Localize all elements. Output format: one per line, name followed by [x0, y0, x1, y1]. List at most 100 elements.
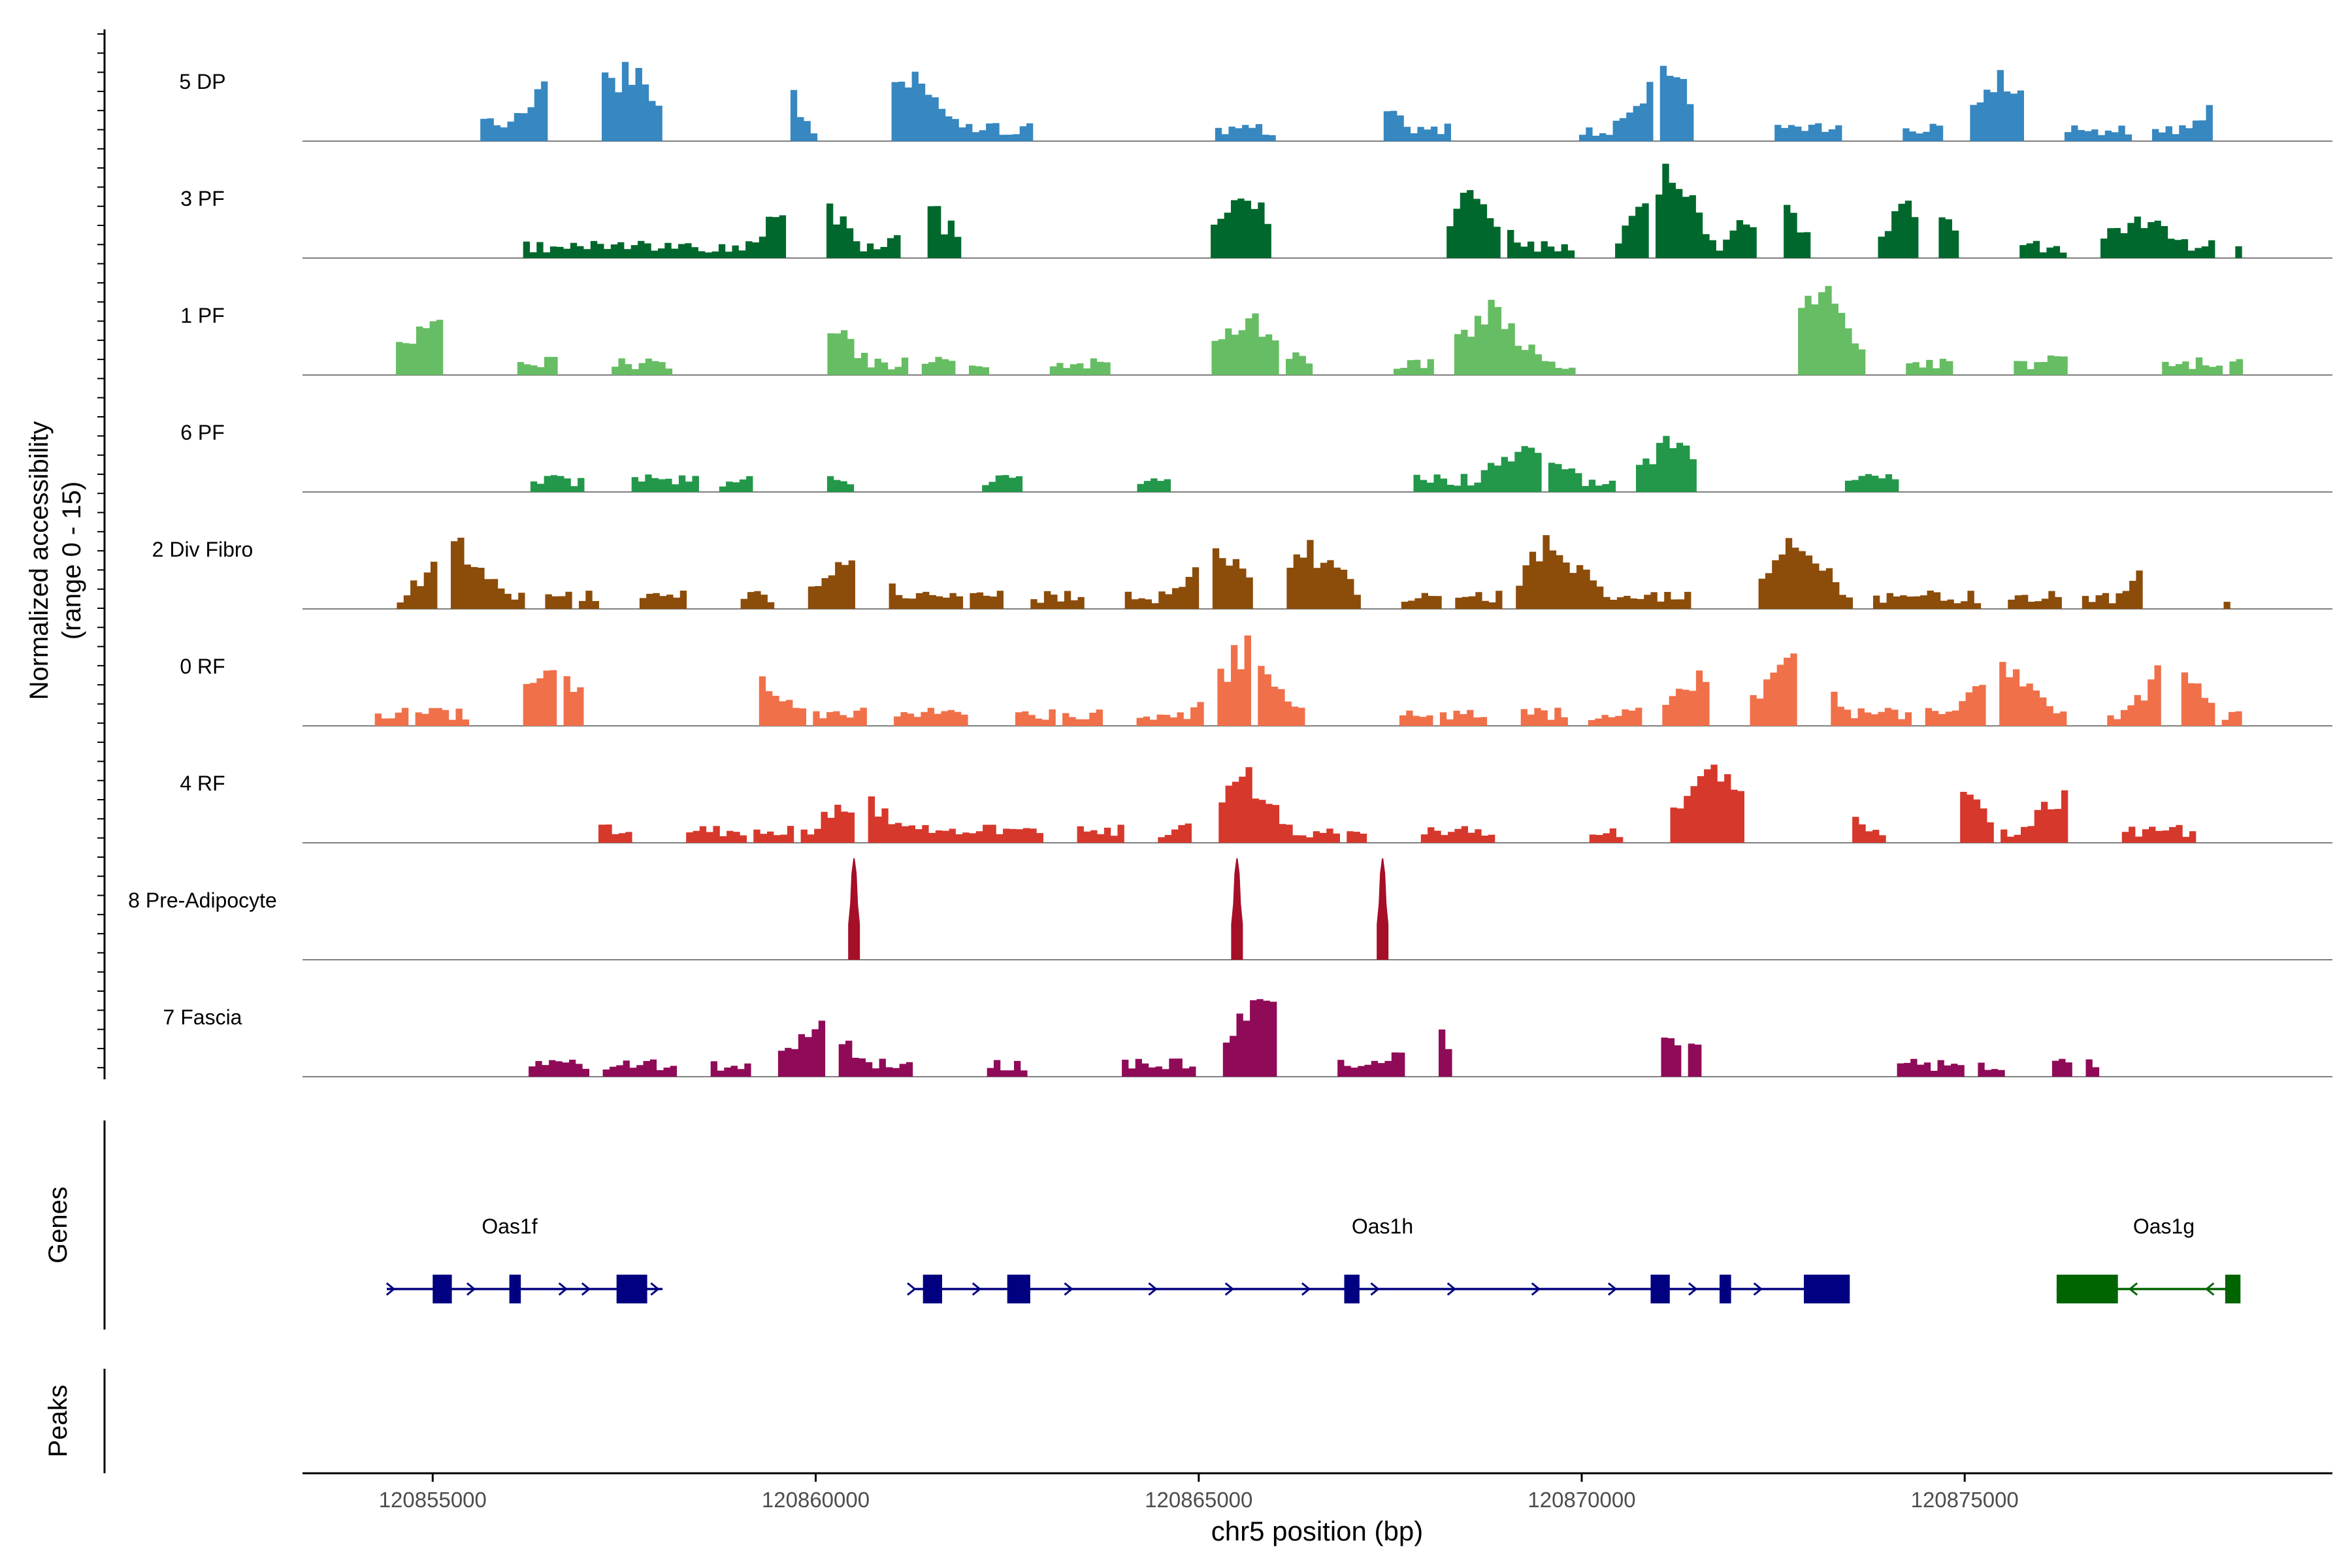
gene-strand-arrow [558, 1282, 568, 1296]
track-4-rf: 4 RF [180, 764, 2332, 843]
gene-strand-arrow [1688, 1282, 1698, 1296]
coverage-peak [1062, 710, 1103, 726]
coverage-peak [1659, 65, 1694, 141]
coverage-peak [1615, 203, 1649, 258]
coverage-peak [2221, 711, 2242, 726]
coverage-peak [813, 708, 867, 726]
coverage-peak [639, 591, 687, 609]
track-0-rf: 0 RF [180, 635, 2332, 727]
coverage-peak [397, 561, 438, 609]
coverage-peak [1286, 352, 1313, 375]
coverage-spike [1377, 858, 1389, 960]
coverage-peak [1589, 828, 1624, 843]
coverage-peak [1636, 436, 1697, 492]
coverage-peak [1688, 1043, 1702, 1077]
gene-strand-arrow [1148, 1282, 1158, 1296]
coverage-peak [790, 90, 818, 141]
coverage-peak [1401, 593, 1442, 609]
coverage-peak [1030, 591, 1085, 609]
coverage-peak [1999, 662, 2067, 726]
gene-exon [616, 1275, 647, 1303]
gene-strand-arrow [385, 1282, 396, 1296]
track-label: 3 PF [180, 187, 225, 210]
coverage-peak [927, 206, 962, 258]
track-8-pre-adipocyte: 8 Pre-Adipocyte [128, 858, 2332, 960]
coverage-peak [1439, 1029, 1452, 1077]
coverage-spike [848, 858, 860, 960]
coverage-peak [1520, 708, 1568, 726]
y-axis-title-line2: (range 0 - 15) [57, 482, 86, 640]
coverage-peak [517, 357, 558, 375]
coverage-peak [1878, 201, 1919, 258]
coverage-peak [1831, 691, 1912, 726]
coverage-peak [545, 591, 572, 609]
coverage-peak [2008, 591, 2062, 609]
coverage-peak [826, 476, 855, 492]
coverage-peak [894, 708, 968, 726]
coverage-peak [1784, 204, 1811, 258]
coverage-peak [1903, 123, 1944, 141]
coverage-peak [612, 358, 673, 375]
gene-oas1h: Oas1h [907, 1215, 1850, 1303]
coverage-peak [1137, 478, 1171, 492]
coverage-peak [1906, 359, 1953, 375]
coverage-peak [2229, 359, 2244, 375]
coverage-peak [530, 475, 585, 492]
coverage-peak [1158, 823, 1192, 843]
gene-strand-arrow [1753, 1282, 1763, 1296]
coverage-peak [1337, 1052, 1405, 1077]
coverage-peak [826, 203, 901, 258]
gene-strand-arrow [2205, 1282, 2215, 1296]
coverage-peak [808, 560, 855, 609]
coverage-peak [2235, 246, 2242, 258]
coverage-peak [970, 591, 1004, 609]
coverage-peak [1258, 666, 1305, 726]
coverage-peak [1222, 999, 1277, 1077]
gene-exon [2225, 1275, 2241, 1303]
coverage-peak [1750, 653, 1797, 726]
coverage-peak [1399, 710, 1433, 726]
x-axis-ticks: 120855000 120860000 120865000 120870000 1208… [379, 1473, 2019, 1512]
x-tick-label: 120870000 [1527, 1488, 1635, 1512]
track-label: 2 Div Fibro [152, 538, 253, 561]
coverage-peak [1516, 535, 1691, 609]
coverage-peak [1548, 463, 1616, 492]
coverage-peak [1656, 163, 1757, 258]
coverage-peak [1455, 591, 1503, 609]
coverage-peak [1413, 446, 1542, 492]
coverage-peak [1758, 538, 1853, 609]
coverage-peak [2001, 790, 2068, 843]
x-tick-label: 120860000 [762, 1488, 870, 1512]
gene-strand-arrow [1607, 1282, 1618, 1296]
gene-exon [1720, 1275, 1731, 1303]
coverage-peak [891, 71, 1034, 141]
coverage-peak [1439, 710, 1488, 726]
coverage-peak [1897, 1058, 1965, 1077]
gene-exon [1650, 1275, 1670, 1303]
peaks-panel-label: Peaks [44, 1384, 73, 1457]
coverage-peak [1383, 110, 1451, 141]
coverage-peak [374, 708, 409, 726]
coverage-peak [451, 538, 525, 609]
track-label: 5 DP [179, 70, 225, 93]
gene-strand-arrow [2128, 1282, 2138, 1296]
x-tick-label: 120875000 [1911, 1488, 2019, 1512]
coverage-peak [719, 476, 753, 492]
track-2-div-fibro: 2 Div Fibro [152, 535, 2332, 610]
y-axis-title-line1: Normalized accessibility [25, 421, 54, 700]
gene-strand-arrow [907, 1282, 917, 1296]
coverage-peak [2019, 240, 2067, 258]
coverage-peak [740, 591, 775, 609]
coverage-peak [396, 319, 444, 375]
coverage-peak [1970, 70, 2024, 141]
coverage-peak [563, 676, 584, 726]
track-6-pf: 6 PF [180, 421, 2332, 493]
coverage-peak [1394, 359, 1434, 375]
gene-exon [509, 1275, 521, 1303]
gene-strand-arrow [1370, 1282, 1380, 1296]
gene-strand-arrow [650, 1282, 660, 1296]
track-label: 8 Pre-Adipocyte [128, 889, 277, 912]
x-tick-label: 120855000 [379, 1488, 487, 1512]
coverage-peak [1420, 826, 1495, 843]
